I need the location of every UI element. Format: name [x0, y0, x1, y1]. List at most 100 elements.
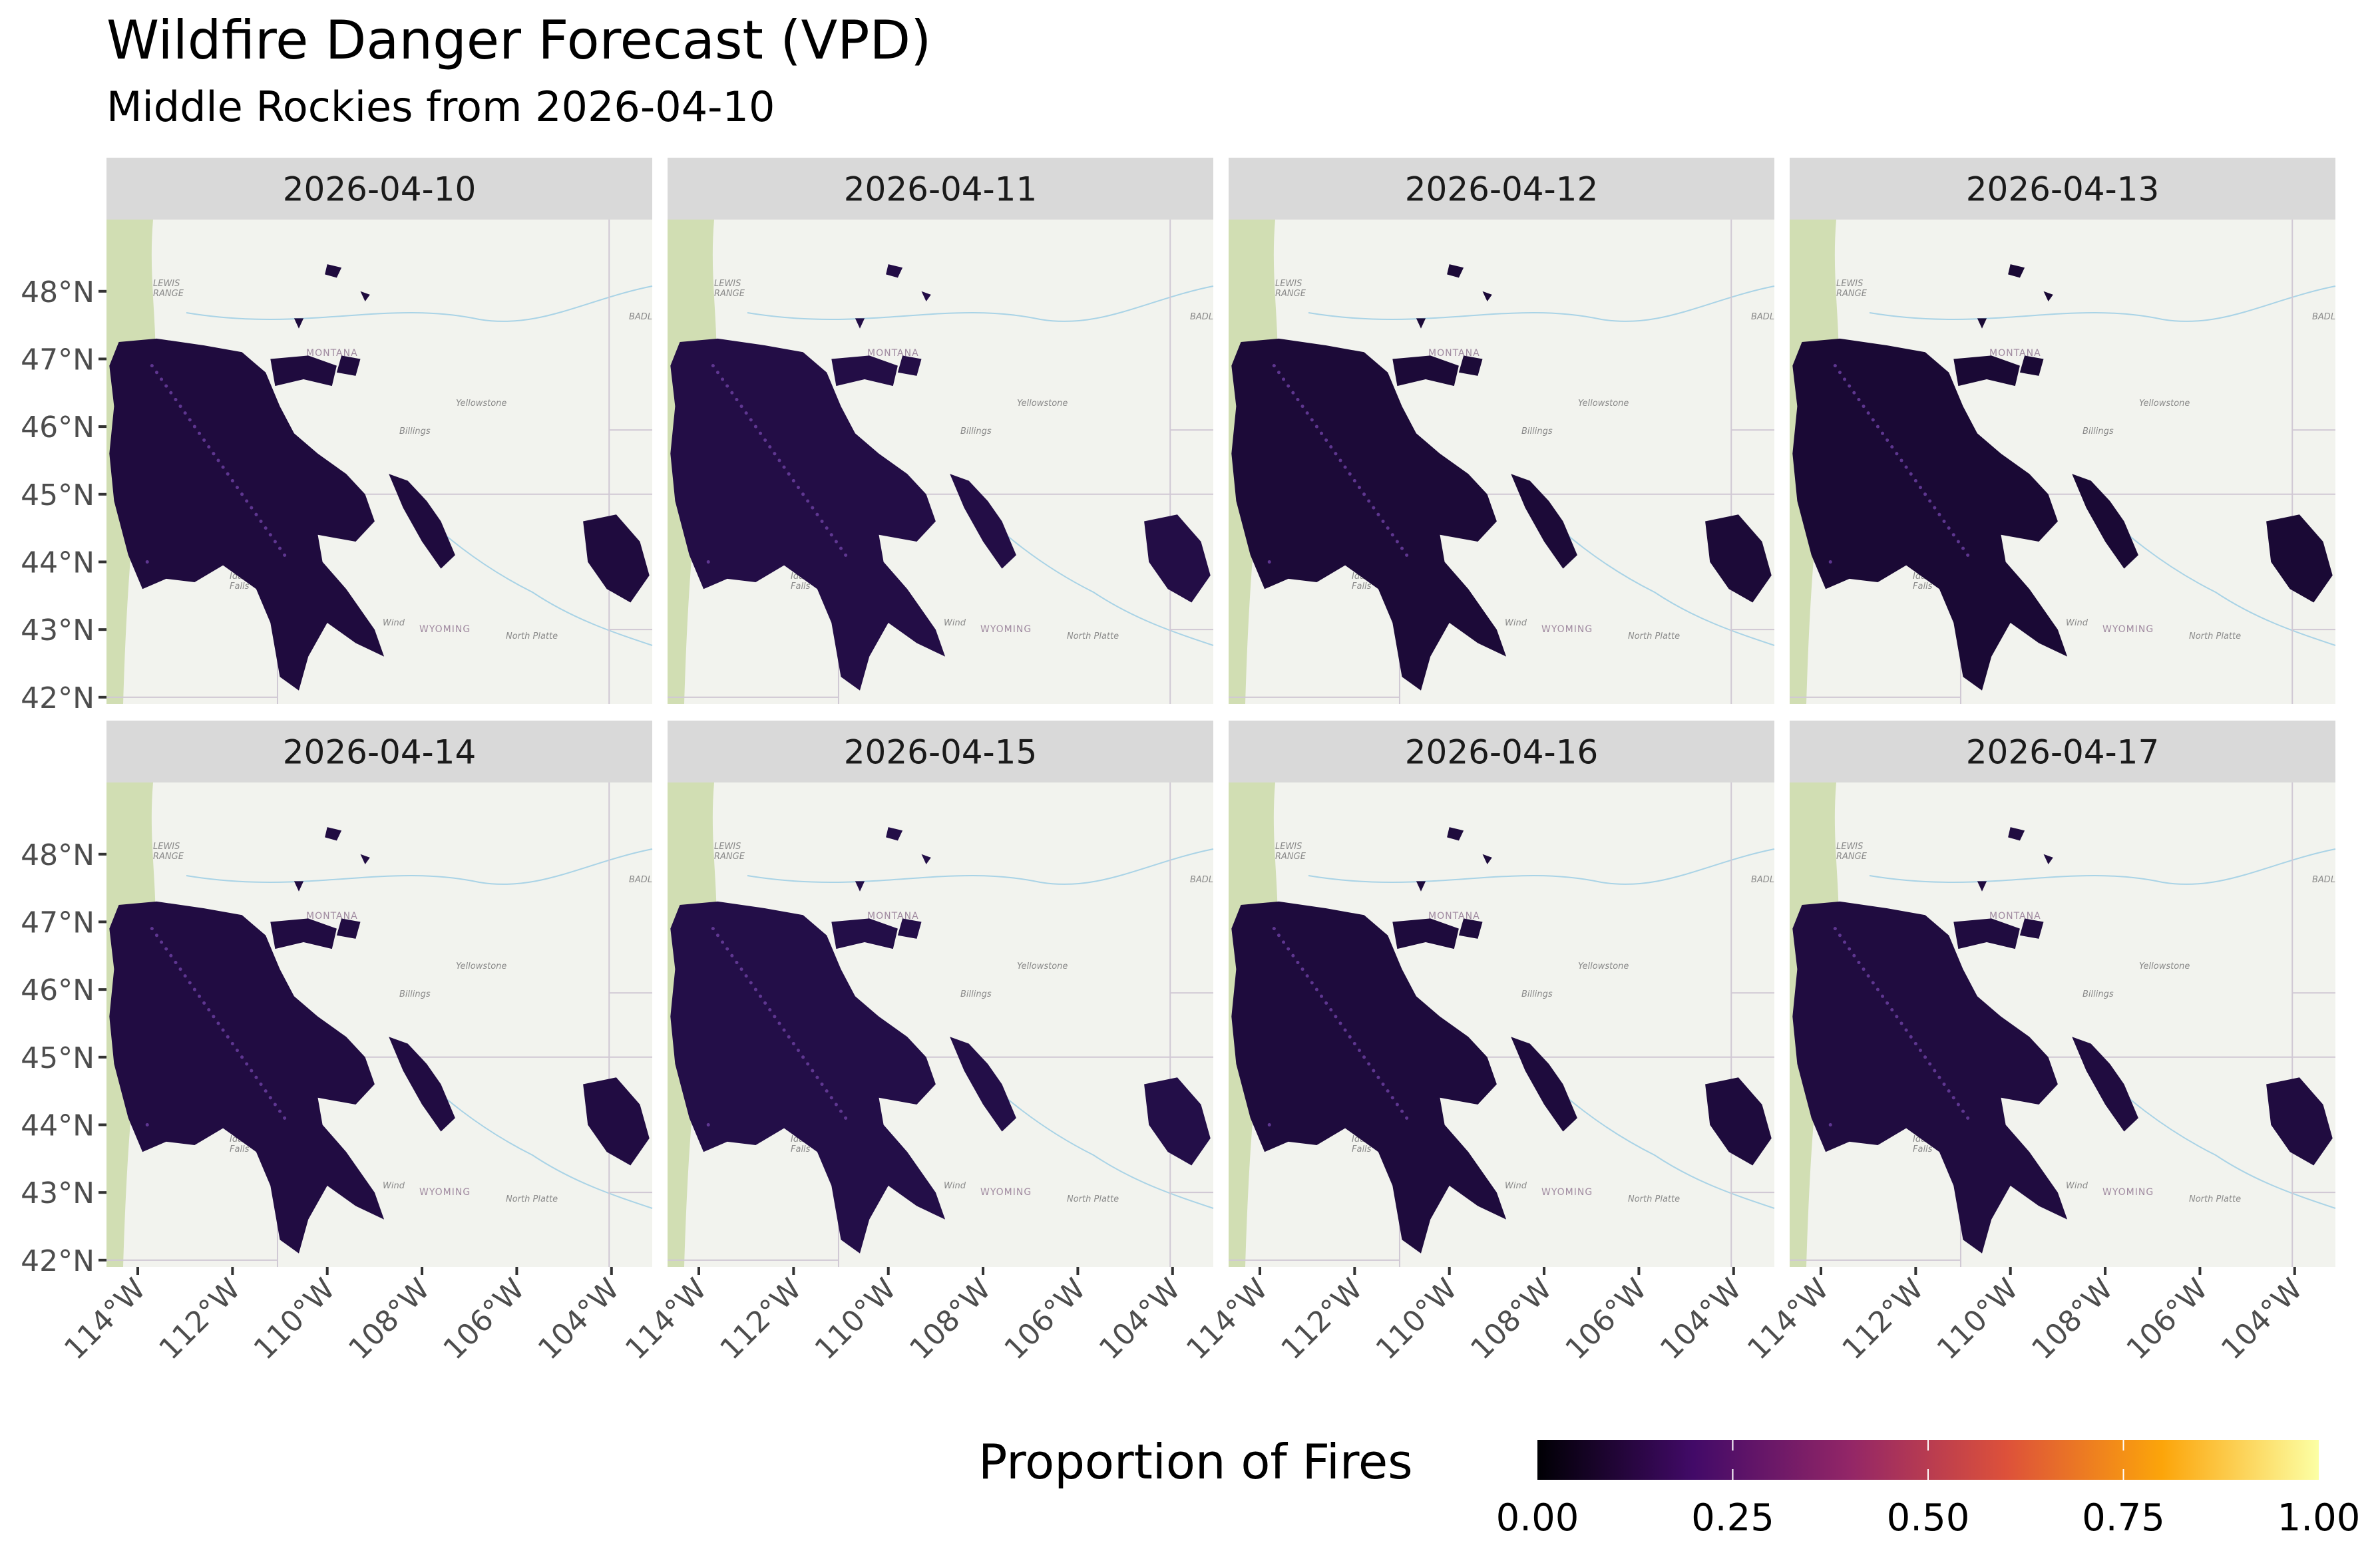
raster-cell-highlight	[735, 397, 739, 401]
fire-proportion-region	[336, 355, 361, 376]
raster-cell-highlight	[773, 1015, 777, 1019]
raster-cell-highlight	[1272, 927, 1276, 931]
raster-cell-highlight	[1876, 987, 1880, 991]
fire-proportion-region	[1511, 1037, 1577, 1132]
basemap-label: Yellowstone	[456, 961, 506, 971]
raster-cell-highlight	[1291, 953, 1295, 957]
raster-cell-highlight	[777, 1021, 781, 1025]
basemap-label: Falls	[1352, 1144, 1372, 1154]
raster-cell-highlight	[768, 445, 772, 449]
raster-cell-highlight	[725, 384, 729, 388]
raster-cell-highlight	[801, 1055, 805, 1059]
raster-cell-highlight	[268, 533, 272, 537]
raster-cell-highlight	[711, 927, 715, 931]
basemap-label: MONTANA	[867, 348, 919, 359]
basemap-label: Billings	[1521, 427, 1553, 436]
raster-cell-highlight	[1909, 1035, 1913, 1039]
basemap-label: Falls	[1352, 582, 1372, 592]
facet-strip	[668, 721, 1213, 782]
raster-cell-highlight	[216, 458, 220, 462]
raster-cell-highlight	[1296, 960, 1300, 964]
raster-cell-highlight	[259, 519, 263, 523]
basemap-label: North Platte	[1067, 1194, 1119, 1204]
raster-cell-highlight	[744, 974, 748, 978]
fire-proportion-region	[886, 264, 903, 278]
raster-cell-highlight	[1305, 411, 1309, 415]
basemap-label: Wind	[1505, 1181, 1527, 1191]
basemap-label: MONTANA	[867, 911, 919, 922]
raster-cell-highlight	[711, 364, 715, 368]
fire-proportion-region	[1482, 854, 1492, 864]
raster-cell-highlight	[245, 1062, 249, 1066]
raster-cell-highlight	[221, 1028, 225, 1032]
facet-strip	[1229, 721, 1774, 782]
raster-cell-highlight	[1362, 492, 1366, 496]
raster-cell-highlight	[1334, 452, 1338, 456]
raster-cell-highlight	[235, 486, 239, 490]
raster-cell-highlight	[1343, 465, 1347, 469]
raster-cell-highlight	[1381, 1082, 1385, 1086]
basemap-label: Wind	[1505, 618, 1527, 628]
raster-cell-highlight	[1933, 506, 1937, 510]
basemap-label: North Platte	[1067, 631, 1119, 641]
river	[186, 285, 653, 322]
raster-cell-highlight	[1334, 1015, 1338, 1019]
raster-cell-highlight	[1904, 1028, 1908, 1032]
raster-cell-highlight	[759, 431, 763, 435]
basemap-label: Billings	[2082, 427, 2114, 436]
facet-strip-label: 2026-04-15	[844, 733, 1038, 772]
raster-cell-highlight	[264, 526, 268, 530]
river	[186, 848, 653, 885]
raster-cell-highlight	[759, 994, 763, 998]
x-tick-label: 110°W	[1370, 1272, 1464, 1367]
legend-title: Proportion of Fires	[978, 1434, 1413, 1490]
fire-proportion-region	[1953, 918, 2020, 949]
y-tick-label: 46°N	[21, 973, 95, 1007]
facet-strip	[1229, 158, 1774, 220]
basemap-label: Yellowstone	[1578, 961, 1629, 971]
raster-cell-highlight	[721, 940, 725, 944]
raster-cell-highlight	[1951, 1096, 1955, 1100]
raster-cell-highlight	[1287, 947, 1290, 951]
fire-proportion-region	[1458, 355, 1483, 376]
basemap-label: North Platte	[2189, 1194, 2241, 1204]
basemap-label: MONTANA	[306, 348, 358, 359]
raster-cell-highlight	[1386, 526, 1390, 530]
river	[747, 285, 1214, 322]
fire-proportion-region-main	[109, 338, 385, 691]
raster-cell-highlight	[183, 974, 187, 978]
raster-cell-highlight	[250, 506, 254, 510]
raster-cell-highlight	[829, 533, 833, 537]
fire-proportion-region	[2266, 1077, 2333, 1166]
river	[1869, 285, 2336, 322]
raster-cell-highlight	[1895, 452, 1899, 456]
basemap-label: LEWIS	[1836, 279, 1863, 289]
raster-cell-highlight	[1305, 974, 1309, 978]
raster-cell-highlight	[1833, 927, 1837, 931]
raster-cell-highlight	[250, 1069, 254, 1073]
raster-cell-highlight	[259, 1082, 263, 1086]
raster-cell-highlight	[1956, 1103, 1960, 1107]
raster-cell-highlight	[1951, 533, 1955, 537]
raster-cell-highlight	[730, 391, 734, 395]
basemap-label: WYOMING	[419, 1187, 471, 1198]
fire-proportion-region	[270, 918, 337, 949]
river	[1308, 285, 1775, 322]
raster-cell-highlight	[796, 1049, 800, 1053]
raster-cell-highlight	[160, 940, 164, 944]
raster-cell-highlight	[1881, 994, 1885, 998]
fire-proportion-region	[1977, 318, 1987, 329]
raster-cell-highlight	[1376, 1075, 1380, 1079]
raster-cell-highlight	[1857, 960, 1861, 964]
y-tick-label: 44°N	[21, 546, 95, 580]
y-tick-label: 48°N	[21, 275, 95, 309]
raster-cell-highlight	[811, 506, 815, 510]
